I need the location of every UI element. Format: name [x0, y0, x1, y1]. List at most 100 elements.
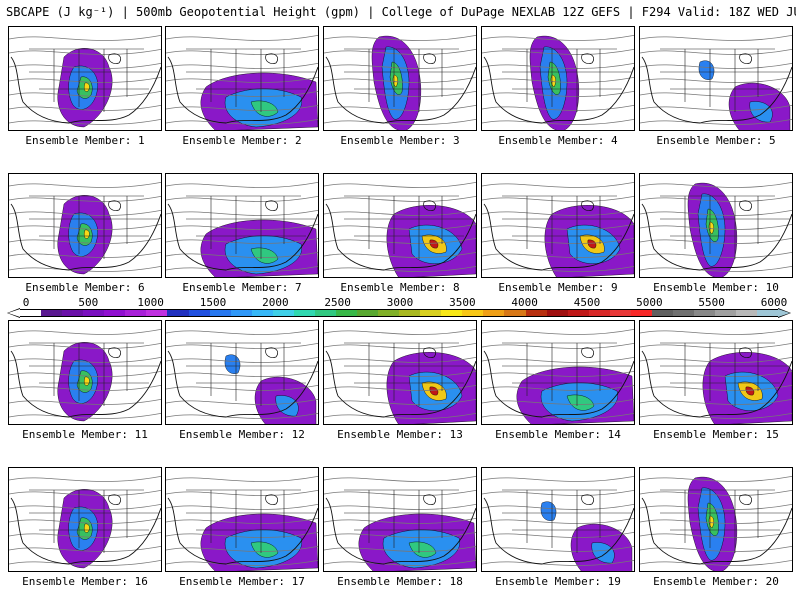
colorbar-swatch	[525, 310, 547, 316]
ensemble-member-panel: Ensemble Member: 9	[481, 173, 635, 294]
colorbar-swatch	[588, 310, 610, 316]
ensemble-member-label: Ensemble Member: 12	[179, 428, 305, 441]
ensemble-member-panel: Ensemble Member: 12	[165, 320, 319, 441]
colorbar-swatch	[736, 310, 758, 316]
ensemble-member-label: Ensemble Member: 5	[656, 134, 776, 147]
colorbar-swatch	[357, 310, 379, 316]
ensemble-member-map	[639, 26, 793, 131]
ensemble-member-map	[323, 173, 477, 278]
ensemble-member-map	[8, 320, 162, 425]
ensemble-member-panel: Ensemble Member: 11	[8, 320, 162, 441]
ensemble-member-label: Ensemble Member: 16	[22, 575, 148, 588]
ensemble-member-map	[8, 26, 162, 131]
colorbar-tick-label: 6000	[760, 296, 788, 309]
ensemble-member-label: Ensemble Member: 14	[495, 428, 621, 441]
ensemble-member-label: Ensemble Member: 10	[653, 281, 779, 294]
colorbar-swatch	[62, 310, 84, 316]
ensemble-member-panel: Ensemble Member: 14	[481, 320, 635, 441]
ensemble-member-label: Ensemble Member: 19	[495, 575, 621, 588]
colorbar-tick-label: 2000	[262, 296, 289, 309]
ensemble-member-label: Ensemble Member: 7	[182, 281, 302, 294]
colorbar-right-arrow	[778, 309, 790, 317]
ensemble-member-label: Ensemble Member: 2	[182, 134, 302, 147]
ensemble-member-label: Ensemble Member: 4	[498, 134, 618, 147]
ensemble-member-label: Ensemble Member: 8	[340, 281, 460, 294]
ensemble-member-panel: Ensemble Member: 17	[165, 467, 319, 588]
ensemble-member-map	[639, 467, 793, 572]
colorbar-tick-label: 5000	[636, 296, 663, 309]
chart-header-title: SBCAPE (J kg⁻¹) | 500mb Geopotential Hei…	[6, 5, 796, 19]
ensemble-member-panel: Ensemble Member: 8	[323, 173, 477, 294]
colorbar-swatch	[167, 310, 189, 316]
colorbar-swatch	[83, 310, 105, 316]
colorbar-swatch	[462, 310, 484, 316]
ensemble-member-map	[8, 173, 162, 278]
ensemble-member-panel: Ensemble Member: 10	[639, 173, 793, 294]
colorbar-tick-label: 3000	[386, 296, 414, 309]
colorbar-swatch	[125, 310, 147, 316]
ensemble-member-map	[165, 26, 319, 131]
colorbar-tick-label: 1000	[137, 296, 164, 309]
colorbar-swatch	[188, 310, 210, 316]
colorbar-swatch	[41, 310, 63, 316]
colorbar-swatch	[757, 310, 779, 316]
ensemble-member-map	[481, 173, 635, 278]
ensemble-member-label: Ensemble Member: 18	[337, 575, 463, 588]
colorbar-swatch	[146, 310, 168, 316]
colorbar-tick-label: 1500	[199, 296, 227, 309]
colorbar-swatch	[335, 310, 357, 316]
colorbar-swatch	[630, 310, 652, 316]
ensemble-member-panel: Ensemble Member: 16	[8, 467, 162, 588]
ensemble-member-panel: Ensemble Member: 15	[639, 320, 793, 441]
colorbar-swatch	[20, 310, 42, 316]
ensemble-member-panel: Ensemble Member: 13	[323, 320, 477, 441]
ensemble-member-panel: Ensemble Member: 19	[481, 467, 635, 588]
colorbar-swatch	[293, 310, 315, 316]
colorbar-tick-label: 4500	[573, 296, 601, 309]
colorbar-tick-label: 500	[78, 296, 99, 309]
colorbar-tick-label: 4000	[511, 296, 538, 309]
colorbar-swatch	[441, 310, 463, 316]
ensemble-member-label: Ensemble Member: 3	[340, 134, 460, 147]
colorbar-swatch	[567, 310, 589, 316]
ensemble-member-panel: Ensemble Member: 18	[323, 467, 477, 588]
colorbar-swatch	[715, 310, 737, 316]
ensemble-member-map	[481, 320, 635, 425]
ensemble-member-map	[481, 467, 635, 572]
ensemble-member-map	[639, 320, 793, 425]
colorbar-swatch	[609, 310, 631, 316]
ensemble-member-map	[8, 467, 162, 572]
ensemble-member-label: Ensemble Member: 13	[337, 428, 463, 441]
sbcape-colorbar: 0 500 1000 1500 2000 2500 3000 3500 4000 4500 5000…	[6, 297, 794, 321]
colorbar-swatch	[251, 310, 273, 316]
ensemble-member-label: Ensemble Member: 17	[179, 575, 305, 588]
ensemble-member-panel: Ensemble Member: 7	[165, 173, 319, 294]
ensemble-member-label: Ensemble Member: 9	[498, 281, 618, 294]
ensemble-member-panel: Ensemble Member: 1	[8, 26, 162, 147]
ensemble-member-map	[165, 467, 319, 572]
colorbar-tick-label: 2500	[324, 296, 351, 309]
colorbar-swatch	[272, 310, 294, 316]
colorbar-swatch	[378, 310, 400, 316]
ensemble-member-map	[323, 26, 477, 131]
ensemble-member-map	[639, 173, 793, 278]
ensemble-member-panel: Ensemble Member: 2	[165, 26, 319, 147]
colorbar-swatches	[20, 309, 779, 317]
ensemble-member-label: Ensemble Member: 20	[653, 575, 779, 588]
ensemble-member-map	[323, 467, 477, 572]
colorbar-swatch	[546, 310, 568, 316]
ensemble-member-panel: Ensemble Member: 6	[8, 173, 162, 294]
colorbar-swatch	[104, 310, 126, 316]
ensemble-member-map	[323, 320, 477, 425]
colorbar-swatch	[230, 310, 252, 316]
colorbar-swatch	[420, 310, 442, 316]
colorbar-swatch	[694, 310, 716, 316]
colorbar-tick-labels: 0 500 1000 1500 2000 2500 3000 3500 4000 4500 5000…	[6, 297, 794, 309]
ensemble-member-label: Ensemble Member: 6	[25, 281, 145, 294]
ensemble-member-panel: Ensemble Member: 4	[481, 26, 635, 147]
ensemble-member-label: Ensemble Member: 11	[22, 428, 148, 441]
ensemble-member-map	[165, 320, 319, 425]
ensemble-member-label: Ensemble Member: 15	[653, 428, 779, 441]
colorbar-swatch	[483, 310, 505, 316]
